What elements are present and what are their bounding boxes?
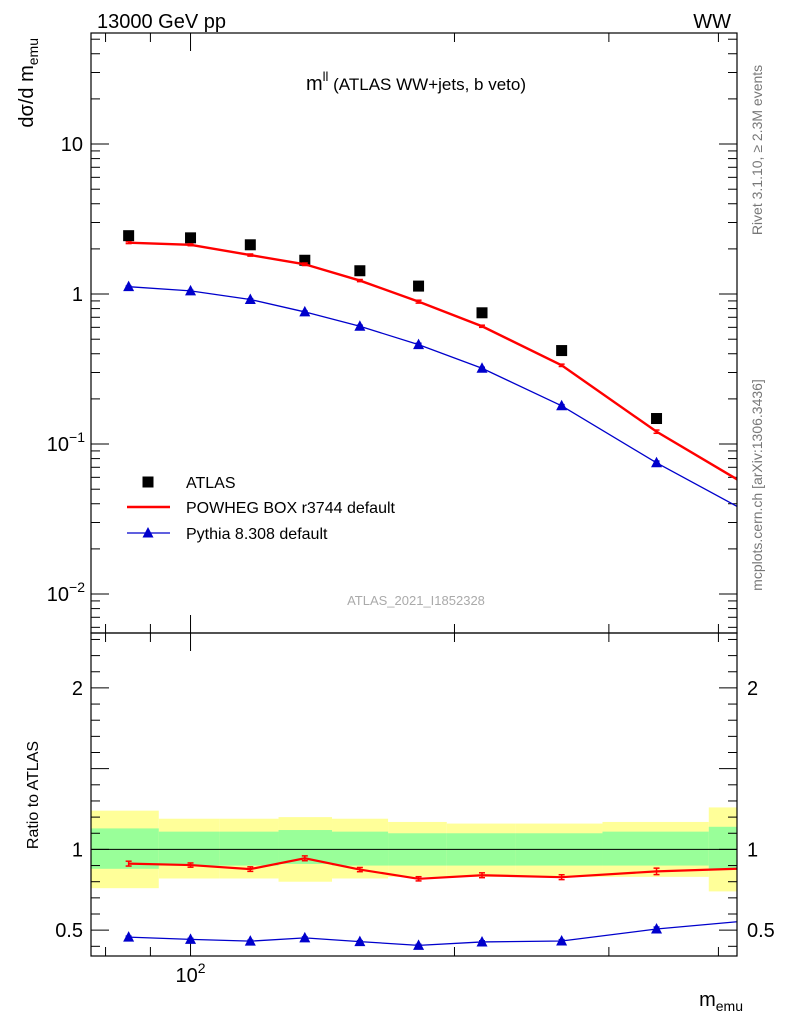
data-point [185, 284, 197, 296]
ratio-frame [90, 632, 738, 957]
data-point [354, 265, 366, 277]
data-point [651, 456, 663, 468]
legend-item: ATLAS [142, 475, 236, 492]
rivet-version-label: Rivet 3.1.10, ≥ 2.3M events [749, 65, 765, 235]
main-frame [90, 32, 738, 634]
data-point [354, 320, 366, 331]
data-point [299, 305, 311, 317]
ratio-point [354, 935, 366, 947]
main-plot-area [123, 230, 786, 537]
data-point [778, 526, 786, 537]
y-tick-label: 10−2 [47, 579, 85, 606]
data-point [123, 280, 135, 292]
x-axis-label-text: memu [699, 989, 743, 1014]
data-point [413, 280, 425, 292]
data-point [556, 345, 568, 357]
y-tick-label: 10−1 [47, 429, 85, 456]
y-tick-label-right: 1 [747, 839, 758, 861]
main-y-axis-label: dσ/d memu [16, 38, 41, 128]
ratio-point [556, 934, 568, 946]
ratio-point [413, 939, 425, 950]
data-point [476, 362, 488, 373]
ratio-line [128, 921, 737, 946]
ratio-point [651, 923, 663, 934]
mcplots-source-label: mcplots.cern.ch [arXiv:1306.3436] [749, 379, 765, 591]
x-axis-label: memu [699, 989, 743, 1014]
y-tick-label: 0.5 [55, 920, 83, 942]
data-point [123, 230, 135, 242]
data-point [413, 338, 425, 350]
band-stat [332, 831, 389, 866]
band-stat [602, 831, 709, 866]
header-process-label: WW [693, 11, 731, 33]
ratio-point [476, 935, 488, 947]
ratio-y-axis-label-text: Ratio to ATLAS [25, 741, 42, 849]
ratio-plot-area [123, 855, 786, 950]
legend-label: POWHEG BOX r3744 default [186, 500, 396, 517]
series-powheg-box-r3744-default [125, 241, 737, 481]
y-tick-label-right: 2 [747, 678, 758, 700]
band-stat [708, 826, 737, 869]
legend-item: Pythia 8.308 default [127, 526, 328, 543]
band-stat [158, 831, 220, 866]
data-point [476, 307, 488, 319]
y-tick-label: 1 [72, 839, 83, 861]
series-atlas [123, 230, 786, 502]
data-point [244, 293, 256, 304]
ratio-point [185, 933, 197, 944]
x-tick-label: 102 [176, 960, 206, 987]
y-tick-label: 10 [61, 134, 83, 156]
ratio-line [128, 857, 737, 880]
series-line [128, 241, 737, 481]
analysis-watermark: ATLAS_2021_I1852328 [347, 593, 485, 608]
main-y-axis-label-text: dσ/d memu [16, 38, 41, 128]
main-title-text: mll (ATLAS WW+jets, b veto) [306, 69, 526, 95]
ratio-point [123, 931, 135, 942]
data-point [299, 254, 311, 266]
series-line [128, 286, 737, 508]
legend-marker [142, 527, 154, 538]
header-energy-label: 13000 GeV pp [97, 11, 226, 33]
data-point [651, 413, 663, 425]
legend-label: Pythia 8.308 default [186, 526, 328, 543]
legend: ATLAS POWHEG BOX r3744 default Pythia 8.30… [127, 475, 396, 543]
main-panel: 10−2 10−1 1 10 [47, 32, 786, 634]
ratio-series-powheg-box-r3744-default [125, 855, 737, 882]
ratio-point [244, 935, 256, 946]
band-stat [219, 831, 279, 866]
series-pythia-8-308-default [123, 280, 786, 537]
y-tick-label: 1 [72, 284, 83, 306]
ratio-series-pythia-8-308-default [123, 912, 786, 950]
y-tick-label: 2 [72, 678, 83, 700]
data-point [556, 399, 568, 411]
y-tick-label-right: 0.5 [747, 920, 775, 942]
data-point [778, 491, 786, 502]
ratio-x-axis [105, 633, 719, 956]
ratio-point [778, 912, 786, 923]
band-stat [91, 828, 159, 869]
legend-marker [142, 476, 154, 488]
main-x-axis [105, 33, 719, 633]
ratio-y-axis-label: Ratio to ATLAS [25, 741, 42, 849]
legend-label: ATLAS [186, 475, 236, 492]
main-y-axis: 10−2 10−1 1 10 [47, 38, 737, 628]
legend-item: POWHEG BOX r3744 default [127, 500, 396, 517]
main-chart-title: mll (ATLAS WW+jets, b veto) [306, 69, 526, 95]
ratio-point [299, 931, 311, 943]
ratio-y-axis: 0.5 0.5 1 1 2 2 [55, 638, 775, 947]
ratio-panel: 0.5 0.5 1 1 2 2 102 [55, 632, 786, 987]
data-point [185, 232, 197, 244]
data-point [244, 239, 256, 251]
